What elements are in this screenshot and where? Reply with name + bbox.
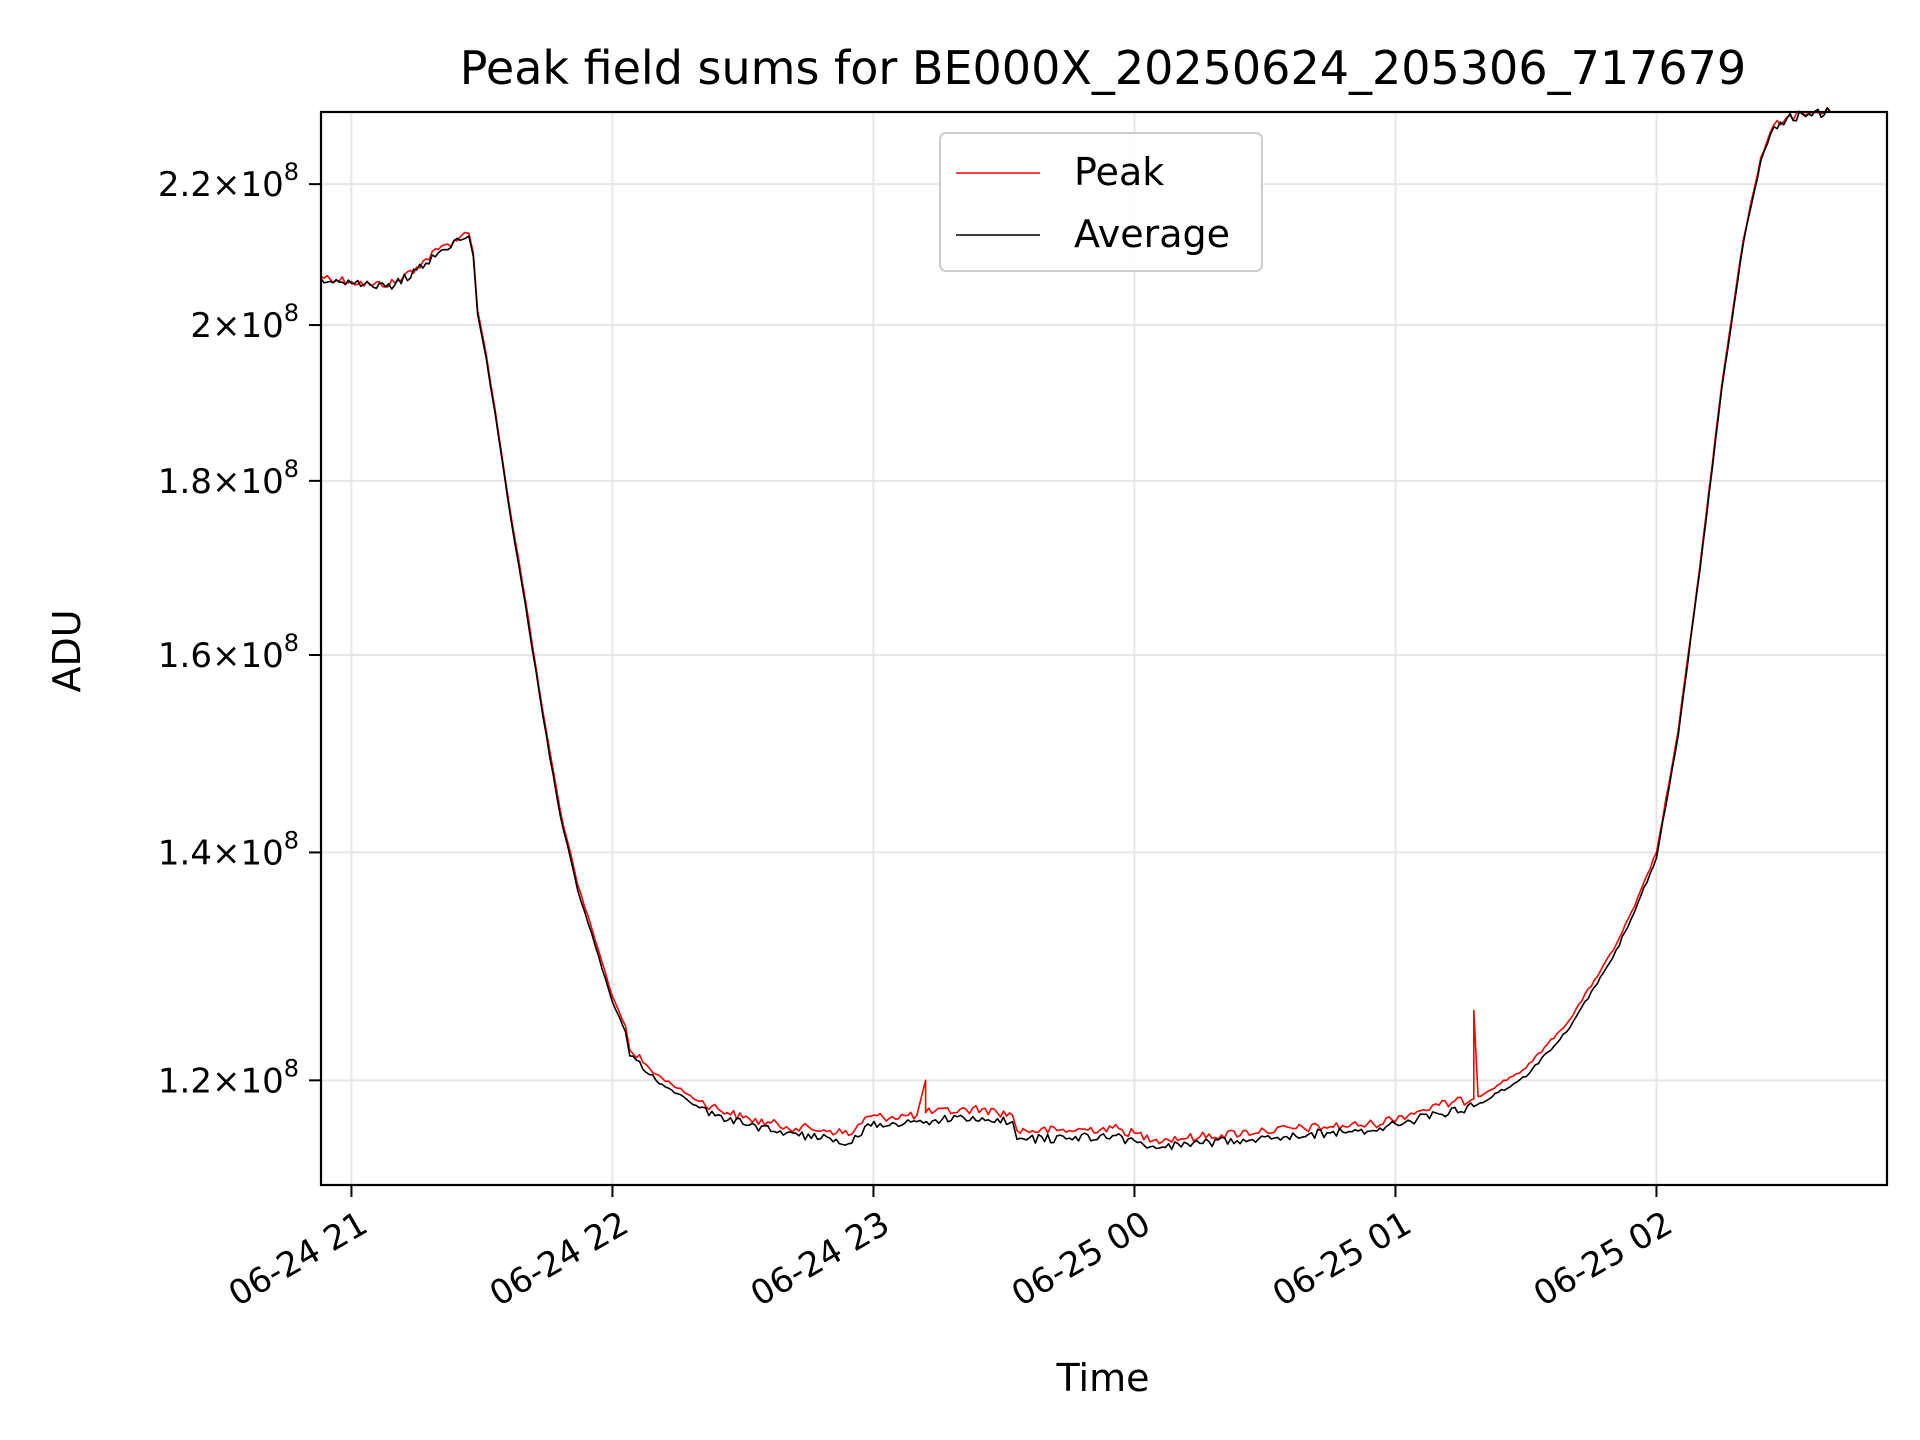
x-axis-label: Time <box>1056 1356 1150 1400</box>
y-tick-label: 1.8×108 <box>158 455 299 502</box>
chart-title: Peak field sums for BE000X_20250624_2053… <box>460 41 1746 95</box>
series-line-peak <box>320 107 1832 1145</box>
legend-label: Average <box>1074 212 1230 256</box>
legend: Peak Average <box>939 132 1263 272</box>
y-tick-label: 1.4×108 <box>158 826 299 873</box>
y-tick-label: 1.2×108 <box>158 1054 299 1101</box>
y-tick-label: 2.2×108 <box>158 158 299 205</box>
gridlines <box>321 112 1887 1185</box>
y-tick-label: 2×108 <box>190 299 299 346</box>
legend-box <box>939 132 1263 272</box>
y-tick-label: 1.6×108 <box>158 629 299 676</box>
plot-frame <box>319 110 1889 1187</box>
series-line-average <box>320 107 1832 1151</box>
legend-label: Peak <box>1074 150 1164 194</box>
axes <box>319 110 1889 1187</box>
y-axis-label: ADU <box>45 609 89 692</box>
series-layer <box>320 107 1832 1151</box>
